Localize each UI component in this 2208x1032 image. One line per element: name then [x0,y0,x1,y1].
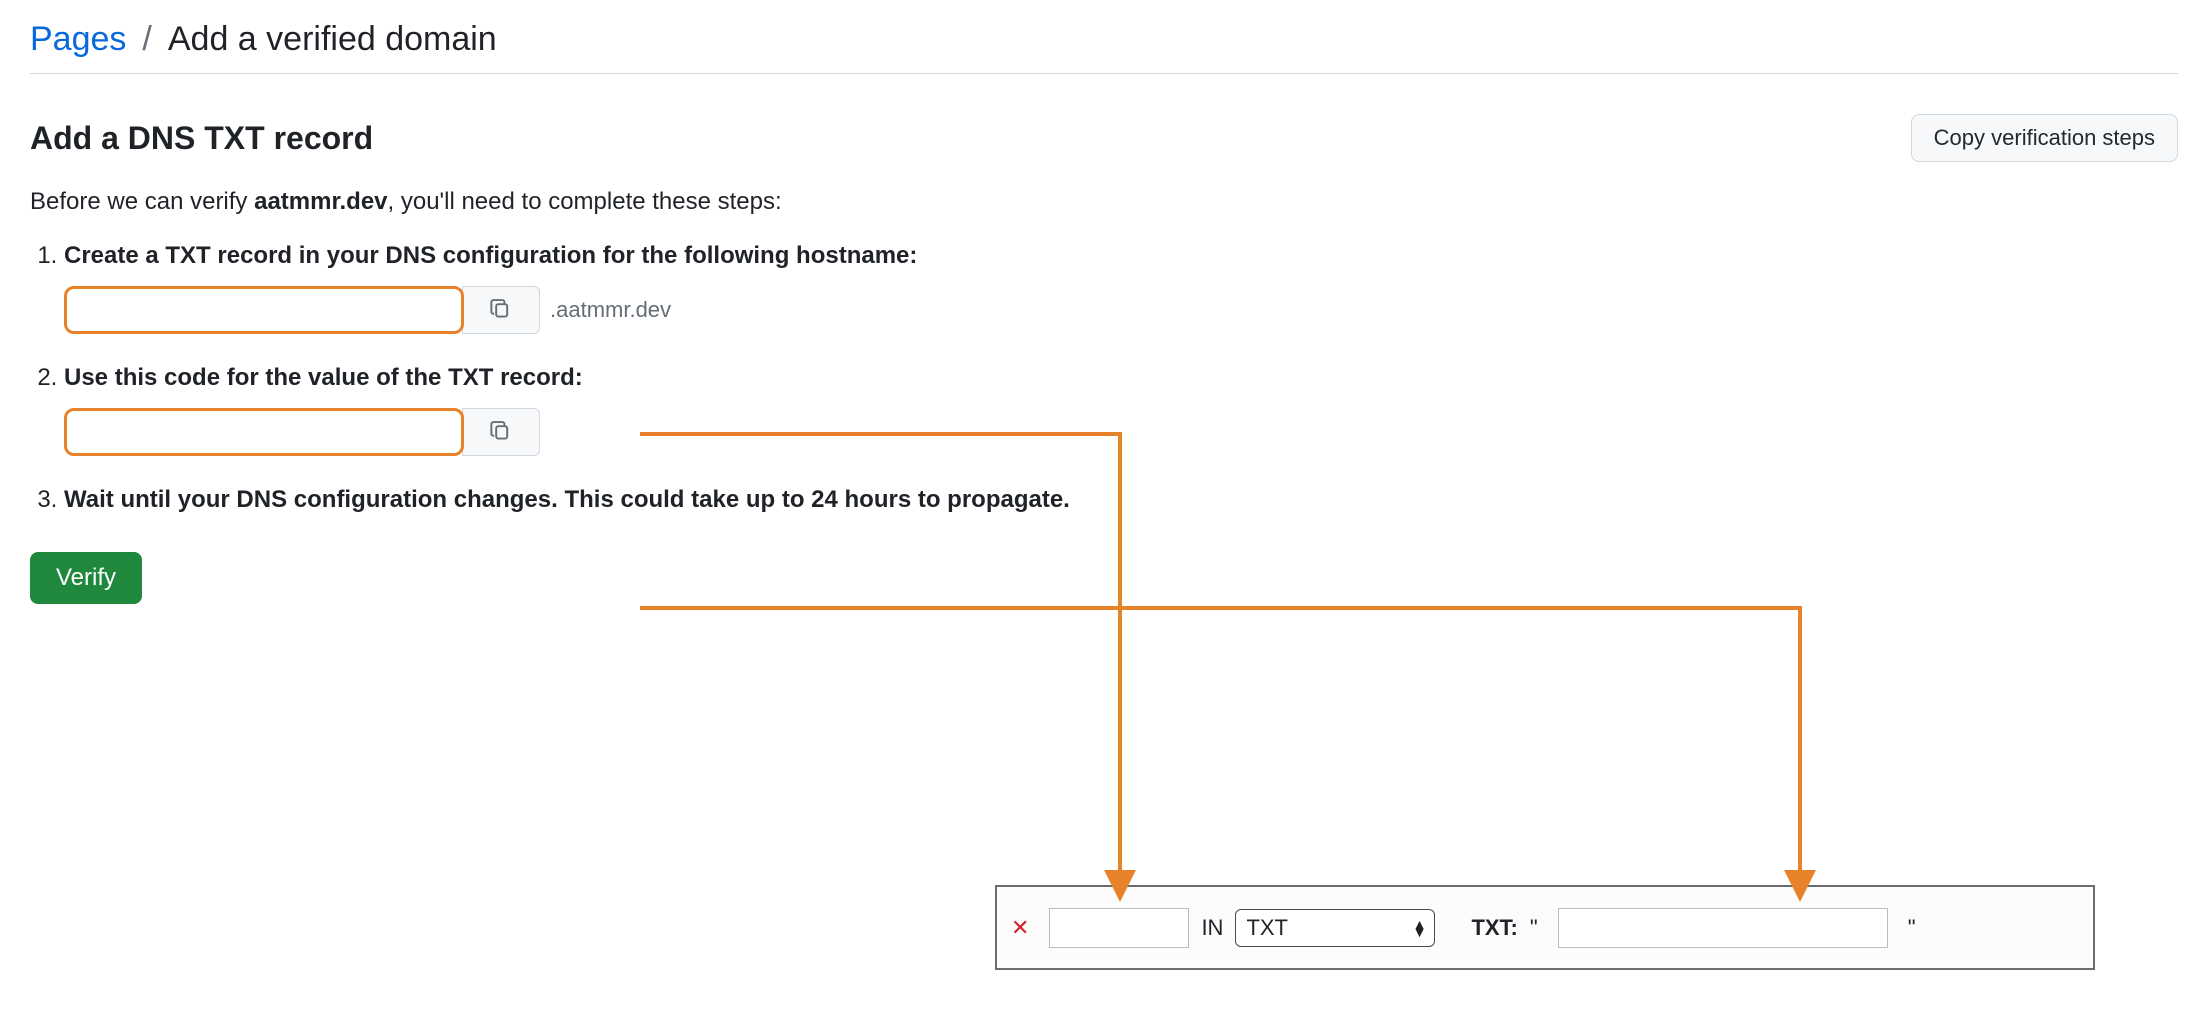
delete-record-icon[interactable]: ✕ [1011,915,1029,941]
dns-type-value: TXT [1246,915,1288,941]
copy-verification-steps-button[interactable]: Copy verification steps [1911,114,2178,162]
hostname-suffix: .aatmmr.dev [550,297,671,323]
dns-hostname-input[interactable] [1049,908,1189,948]
copy-hostname-button[interactable] [462,286,540,334]
intro-before: Before we can verify [30,188,254,215]
intro-text: Before we can verify aatmmr.dev, you'll … [30,188,2178,216]
intro-domain: aatmmr.dev [254,188,387,215]
hostname-value-redacted [64,286,464,334]
dns-txt-label: TXT: [1471,915,1517,941]
step-1-text: Create a TXT record in your DNS configur… [64,242,2178,270]
verify-button[interactable]: Verify [30,552,142,604]
steps-list: Create a TXT record in your DNS configur… [30,242,2178,514]
txt-value-row [64,408,2178,456]
breadcrumb-current: Add a verified domain [168,20,497,59]
txt-value-redacted [64,408,464,456]
intro-after: , you'll need to complete these steps: [388,188,782,215]
dns-txt-value-input[interactable] [1558,908,1888,948]
dns-record-panel: ✕ IN TXT ▲▼ TXT: " " [995,885,2095,970]
breadcrumb-separator: / [142,20,151,59]
breadcrumb: Pages / Add a verified domain [30,20,2178,74]
step-2: Use this code for the value of the TXT r… [64,364,2178,456]
dns-in-label: IN [1201,915,1223,941]
dns-type-select[interactable]: TXT ▲▼ [1235,909,1435,947]
copy-icon [490,420,512,445]
section-header: Add a DNS TXT record Copy verification s… [30,114,2178,162]
breadcrumb-pages-link[interactable]: Pages [30,20,126,59]
select-arrows-icon: ▲▼ [1413,920,1427,936]
step-3: Wait until your DNS configuration change… [64,486,2178,514]
step-1: Create a TXT record in your DNS configur… [64,242,2178,334]
quote-open: " [1530,915,1538,941]
section-title: Add a DNS TXT record [30,120,373,157]
step-2-text: Use this code for the value of the TXT r… [64,364,2178,392]
step-3-text: Wait until your DNS configuration change… [64,486,2178,514]
quote-close: " [1908,915,1916,941]
copy-txt-value-button[interactable] [462,408,540,456]
hostname-row: .aatmmr.dev [64,286,2178,334]
copy-icon [490,298,512,323]
